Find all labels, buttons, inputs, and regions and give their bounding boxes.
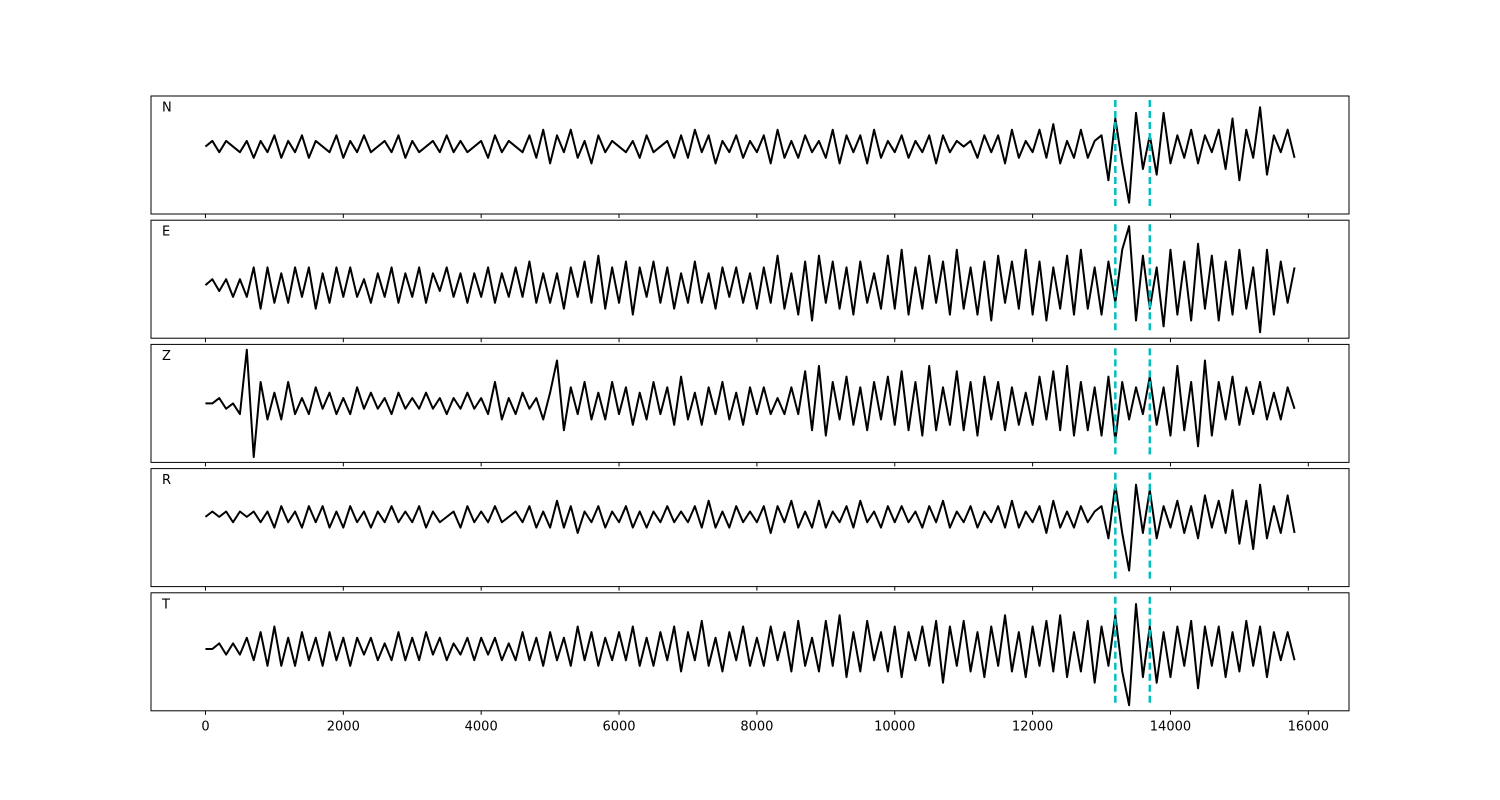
panel-label: Z: [162, 349, 171, 364]
waveform: [204, 225, 1296, 334]
x-tick-label: 14000: [1150, 719, 1191, 734]
x-tick-label: 2000: [327, 719, 360, 734]
waveform: [205, 603, 1296, 707]
x-tick-label: 8000: [740, 719, 773, 734]
panel-label: N: [162, 101, 172, 116]
panel-frame: [150, 343, 1350, 463]
panel-frame: [150, 219, 1350, 339]
panel-frame: [150, 468, 1350, 588]
panel-label: T: [161, 597, 170, 612]
panel-label: R: [162, 473, 171, 488]
panel-frame: [150, 592, 1350, 712]
panel-frame: [150, 95, 1350, 215]
x-tick-label: 4000: [465, 719, 498, 734]
x-tick-label: 12000: [1012, 719, 1053, 734]
x-tick-label: 6000: [602, 719, 635, 734]
waveform: [204, 483, 1296, 572]
waveform: [205, 348, 1296, 459]
waveform: [204, 106, 1296, 204]
x-tick-label: 10000: [874, 719, 915, 734]
x-tick-label: 16000: [1288, 719, 1329, 734]
panel-label: E: [162, 225, 170, 240]
x-tick-label: 0: [201, 719, 209, 734]
